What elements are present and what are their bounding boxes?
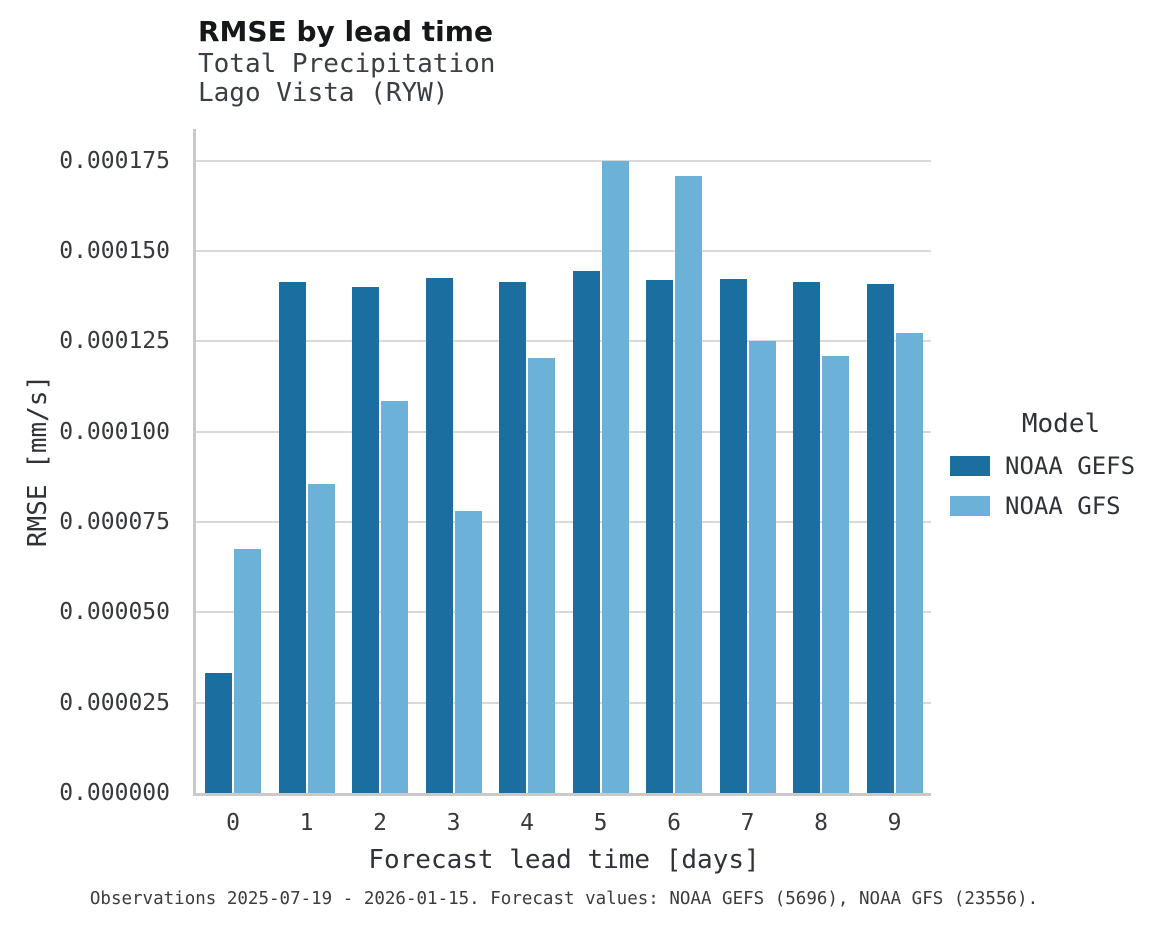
caption: Observations 2025-07-19 - 2026-01-15. Fo…	[89, 889, 1039, 909]
y-axis-label: RMSE [mm/s]	[23, 374, 53, 548]
y-tick-label: 0.000025	[59, 689, 170, 716]
gridline	[196, 159, 931, 162]
noaa-gefs-bar-day-3	[425, 278, 453, 793]
chart-title: RMSE by lead time	[198, 15, 493, 48]
gridline	[196, 611, 931, 614]
noaa-gefs-bar-day-0	[205, 672, 232, 793]
gridline	[196, 520, 931, 523]
x-tick-label: 5	[593, 810, 608, 836]
noaa-gefs-bar-day-7	[719, 278, 747, 793]
noaa-gefs-bar-day-6	[646, 279, 673, 793]
noaa-gefs-bar-day-9	[866, 283, 894, 793]
noaa-gefs-bar-day-5	[572, 270, 600, 793]
chart-subtitle-variable: Total Precipitation	[198, 49, 496, 79]
legend-entry-noaa-gefs: NOAA GEFS	[950, 452, 1172, 480]
y-tick-label: 0.000075	[59, 508, 170, 535]
noaa-gfs-bar-day-5	[601, 160, 629, 793]
noaa-gfs-bar-day-1	[307, 484, 335, 793]
legend-title: Model	[1021, 409, 1101, 439]
gridline	[196, 430, 931, 433]
noaa-gfs-bar-day-6	[675, 175, 702, 793]
x-tick-label: 6	[667, 810, 681, 836]
x-tick-label: 7	[740, 810, 755, 836]
x-tick-label: 3	[446, 810, 461, 836]
y-axis-spine	[193, 129, 196, 796]
gridline	[196, 701, 931, 704]
legend-label-noaa-gefs: NOAA GEFS	[1005, 452, 1136, 480]
noaa-gefs-bar-day-2	[352, 287, 379, 793]
x-tick-label: 8	[814, 810, 828, 836]
noaa-gfs-bar-day-7	[748, 341, 776, 793]
y-tick-label: 0.000100	[59, 418, 170, 445]
gridline	[196, 249, 931, 252]
noaa-gfs-bar-day-8	[822, 355, 849, 793]
legend: Model NOAA GEFS NOAA GFS	[950, 408, 1172, 520]
noaa-gefs-bar-day-4	[499, 281, 526, 793]
noaa-gfs-bar-day-3	[454, 511, 482, 793]
noaa-gfs-bar-day-2	[381, 400, 408, 793]
y-tick-label: 0.000150	[59, 237, 170, 264]
y-tick-label: 0.000000	[59, 780, 170, 806]
title-block: RMSE by lead time Total Precipitation La…	[198, 14, 495, 108]
noaa-gefs-bar-day-1	[278, 281, 306, 793]
legend-entry-noaa-gfs: NOAA GFS	[950, 492, 1172, 520]
noaa-gfs-bar-day-0	[234, 549, 261, 793]
gridline	[196, 340, 931, 343]
chart-subtitle-location: Lago Vista (RYW)	[198, 78, 449, 108]
x-tick-label: 9	[887, 810, 902, 836]
noaa-gfs-bar-day-9	[895, 333, 923, 793]
legend-label-noaa-gfs: NOAA GFS	[1005, 492, 1121, 520]
x-tick-label: 2	[373, 810, 387, 836]
y-tick-label: 0.000175	[59, 147, 170, 174]
noaa-gefs-bar-day-8	[793, 281, 820, 793]
plot-area	[196, 129, 931, 793]
y-tick-label: 0.000125	[59, 328, 170, 355]
legend-swatch-noaa-gefs-icon	[950, 456, 990, 476]
noaa-gfs-bar-day-4	[528, 357, 555, 793]
x-axis-spine	[193, 793, 931, 796]
x-tick-label: 0	[226, 810, 240, 836]
legend-swatch-noaa-gfs-icon	[950, 496, 990, 516]
x-tick-label: 1	[299, 810, 314, 836]
y-tick-label: 0.000050	[59, 599, 170, 626]
x-tick-label: 4	[520, 810, 534, 836]
x-axis-label: Forecast lead time [days]	[368, 845, 760, 875]
